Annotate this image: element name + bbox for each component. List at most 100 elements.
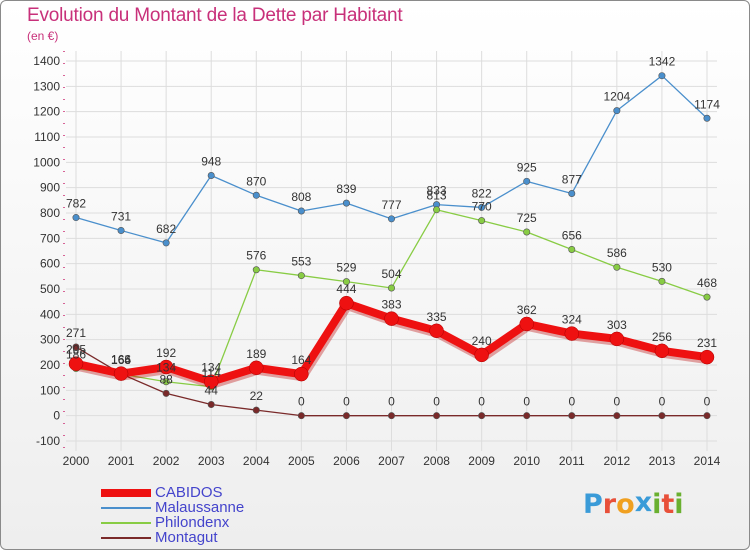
data-label: 88 (159, 372, 173, 386)
data-label: 586 (607, 246, 627, 260)
data-label: 134 (156, 361, 176, 375)
data-label: 444 (336, 282, 356, 296)
data-point (433, 206, 441, 214)
data-label: 0 (568, 395, 575, 409)
data-point (703, 412, 711, 420)
logo-letter: t (661, 489, 675, 520)
data-label: 240 (472, 334, 492, 348)
data-point (429, 323, 444, 339)
data-label: 833 (427, 184, 447, 198)
legend-swatch-malaussanne (101, 506, 151, 509)
data-point (72, 214, 80, 222)
data-point (703, 114, 711, 122)
logo-letter: x (634, 487, 653, 518)
data-point (203, 374, 219, 389)
data-point (568, 189, 576, 197)
data-label: 725 (517, 211, 537, 225)
data-label: 870 (246, 174, 266, 188)
y-tick-label: 1100 (34, 130, 60, 144)
data-point (342, 278, 350, 286)
data-point (613, 263, 621, 271)
legend-swatch-cabidos (101, 488, 151, 497)
x-tick-label: 2008 (423, 454, 450, 468)
data-label: 205 (66, 343, 86, 357)
data-point (297, 207, 305, 215)
data-label: 114 (202, 366, 221, 380)
data-label: 164 (291, 353, 311, 367)
data-point (68, 356, 84, 371)
data-point (387, 412, 395, 420)
data-point (294, 366, 309, 382)
x-tick-label: 2007 (378, 454, 405, 468)
data-label: 822 (472, 186, 492, 200)
y-tick-label: 500 (40, 282, 60, 296)
data-label: 576 (246, 249, 266, 263)
data-point (384, 311, 399, 326)
data-point (474, 347, 489, 363)
y-tick-label: -100 (36, 434, 60, 448)
data-point (252, 191, 260, 199)
data-label: 164 (111, 353, 131, 367)
data-label: 682 (156, 222, 176, 236)
y-tick-label: 600 (40, 257, 60, 271)
logo-letter: r (602, 489, 617, 520)
data-label: 271 (66, 326, 86, 340)
data-label: 529 (336, 261, 356, 275)
data-label: 192 (156, 346, 176, 360)
data-point (342, 412, 350, 420)
data-point (342, 199, 350, 207)
y-tick-label: 200 (40, 358, 60, 372)
x-tick-label: 2013 (649, 454, 676, 468)
data-point (162, 389, 170, 397)
data-label: 0 (659, 395, 666, 409)
legend-label-cabidos: CABIDOS (155, 484, 223, 501)
x-tick-label: 2014 (694, 454, 721, 468)
y-tick-label: 100 (40, 383, 60, 397)
data-label: 0 (704, 395, 711, 409)
legend-swatch-montagut (101, 536, 151, 539)
data-point (387, 284, 395, 292)
data-point (658, 277, 666, 285)
data-label: 777 (381, 198, 401, 212)
data-point (162, 239, 170, 247)
data-label: 468 (697, 276, 717, 290)
x-tick-label: 2001 (108, 454, 135, 468)
proxiti-logo: Proxiti (583, 487, 684, 520)
x-tick-label: 2000 (63, 454, 90, 468)
data-point (613, 107, 621, 115)
data-point (654, 343, 670, 359)
chart-title: Evolution du Montant de la Dette par Hab… (27, 5, 403, 26)
y-tick-label: 800 (40, 206, 60, 220)
data-point (387, 215, 395, 223)
data-point (478, 203, 486, 211)
y-tick-label: 300 (40, 333, 60, 347)
data-point (523, 228, 531, 236)
data-label: 134 (201, 361, 221, 375)
x-tick-label: 2004 (243, 454, 270, 468)
x-tick-label: 2006 (333, 454, 360, 468)
data-label: 0 (478, 395, 485, 409)
legend-item-philondenx: Philondenx (101, 515, 244, 530)
data-label: 808 (291, 190, 311, 204)
y-tick-label: 700 (40, 231, 60, 245)
legend-label-montagut: Montagut (155, 529, 218, 546)
data-point (339, 295, 354, 311)
chart-subtitle: (en €) (27, 29, 59, 43)
x-tick-label: 2009 (468, 454, 495, 468)
data-label: 0 (388, 395, 395, 409)
data-label: 362 (517, 303, 537, 317)
data-point (523, 412, 531, 420)
y-tick-label: 1000 (33, 155, 60, 169)
data-point (699, 349, 715, 365)
data-label: 324 (562, 313, 582, 327)
data-point (249, 360, 264, 376)
data-point (297, 272, 305, 280)
data-label: 553 (291, 255, 311, 269)
data-label: 504 (381, 267, 401, 281)
logo-letter: o (616, 489, 635, 520)
legend-label-philondenx: Philondenx (155, 514, 230, 531)
data-point (703, 293, 711, 301)
x-tick-label: 2011 (559, 454, 585, 468)
